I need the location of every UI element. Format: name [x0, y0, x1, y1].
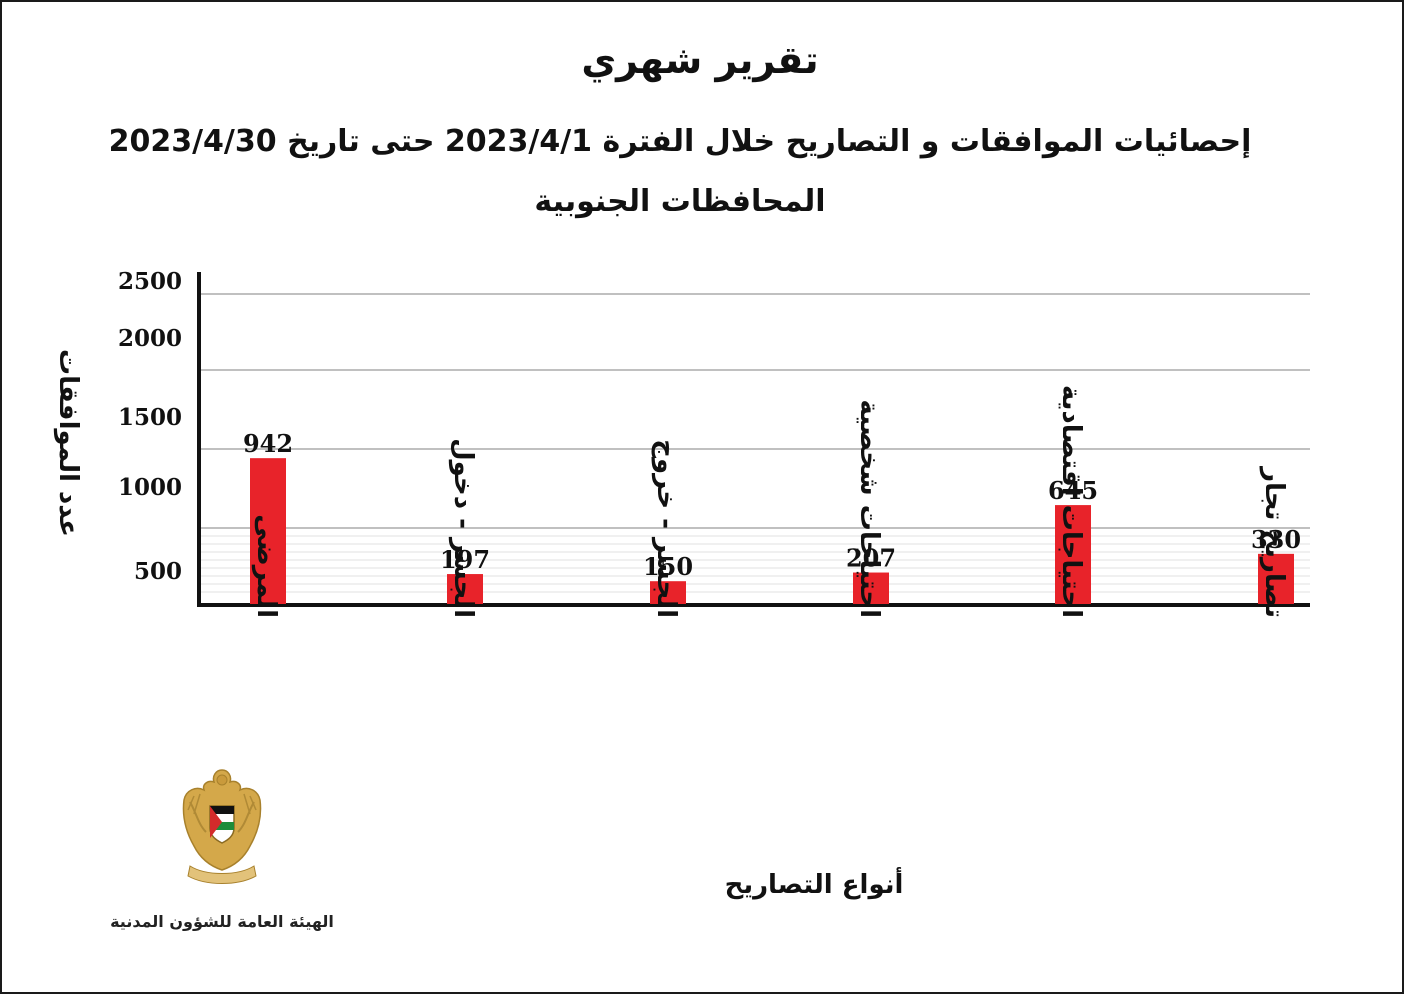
bar: [853, 572, 889, 604]
organization-name: الهيئة العامة للشؤون المدنية: [110, 912, 334, 931]
eagle-emblem-logo: [182, 769, 262, 884]
bar-value-label: 645: [1048, 476, 1098, 505]
y-tick-label: 2000: [118, 325, 182, 352]
bar-value-label: 150: [643, 552, 693, 581]
bar: [1258, 553, 1294, 604]
report-title: تقرير شهري: [581, 38, 819, 82]
bar: [250, 458, 286, 604]
category-label: الجسر - خروج: [651, 439, 681, 618]
category-label: احتياجات اقتصادية: [1056, 385, 1086, 618]
y-axis-title: عدد الموافقات: [53, 349, 83, 537]
report-region: المحافظات الجنوبية: [534, 184, 826, 219]
category-label: احتياجات شخصية: [854, 399, 884, 618]
bar-value-label: 942: [243, 429, 293, 458]
report-subtitle: إحصائيات الموافقات و التصاريح خلال الفتر…: [108, 124, 1252, 159]
bar-value-label: 207: [846, 544, 896, 573]
bar: [650, 581, 686, 604]
y-tick-label: 1500: [118, 404, 182, 431]
bar: [1055, 505, 1091, 604]
category-label: تصاريح تجار: [1259, 465, 1289, 618]
category-label: المرضى: [251, 514, 281, 618]
y-tick-label: 1000: [118, 474, 182, 501]
bar: [447, 574, 483, 604]
x-axis-title: أنواع التصاريح: [725, 867, 904, 900]
y-tick-label: 2500: [118, 268, 182, 295]
bar-value-label: 197: [440, 545, 490, 574]
y-tick-label: 500: [134, 558, 182, 585]
category-label: الجسر - دخول: [448, 438, 478, 618]
bar-value-label: 330: [1251, 525, 1301, 554]
